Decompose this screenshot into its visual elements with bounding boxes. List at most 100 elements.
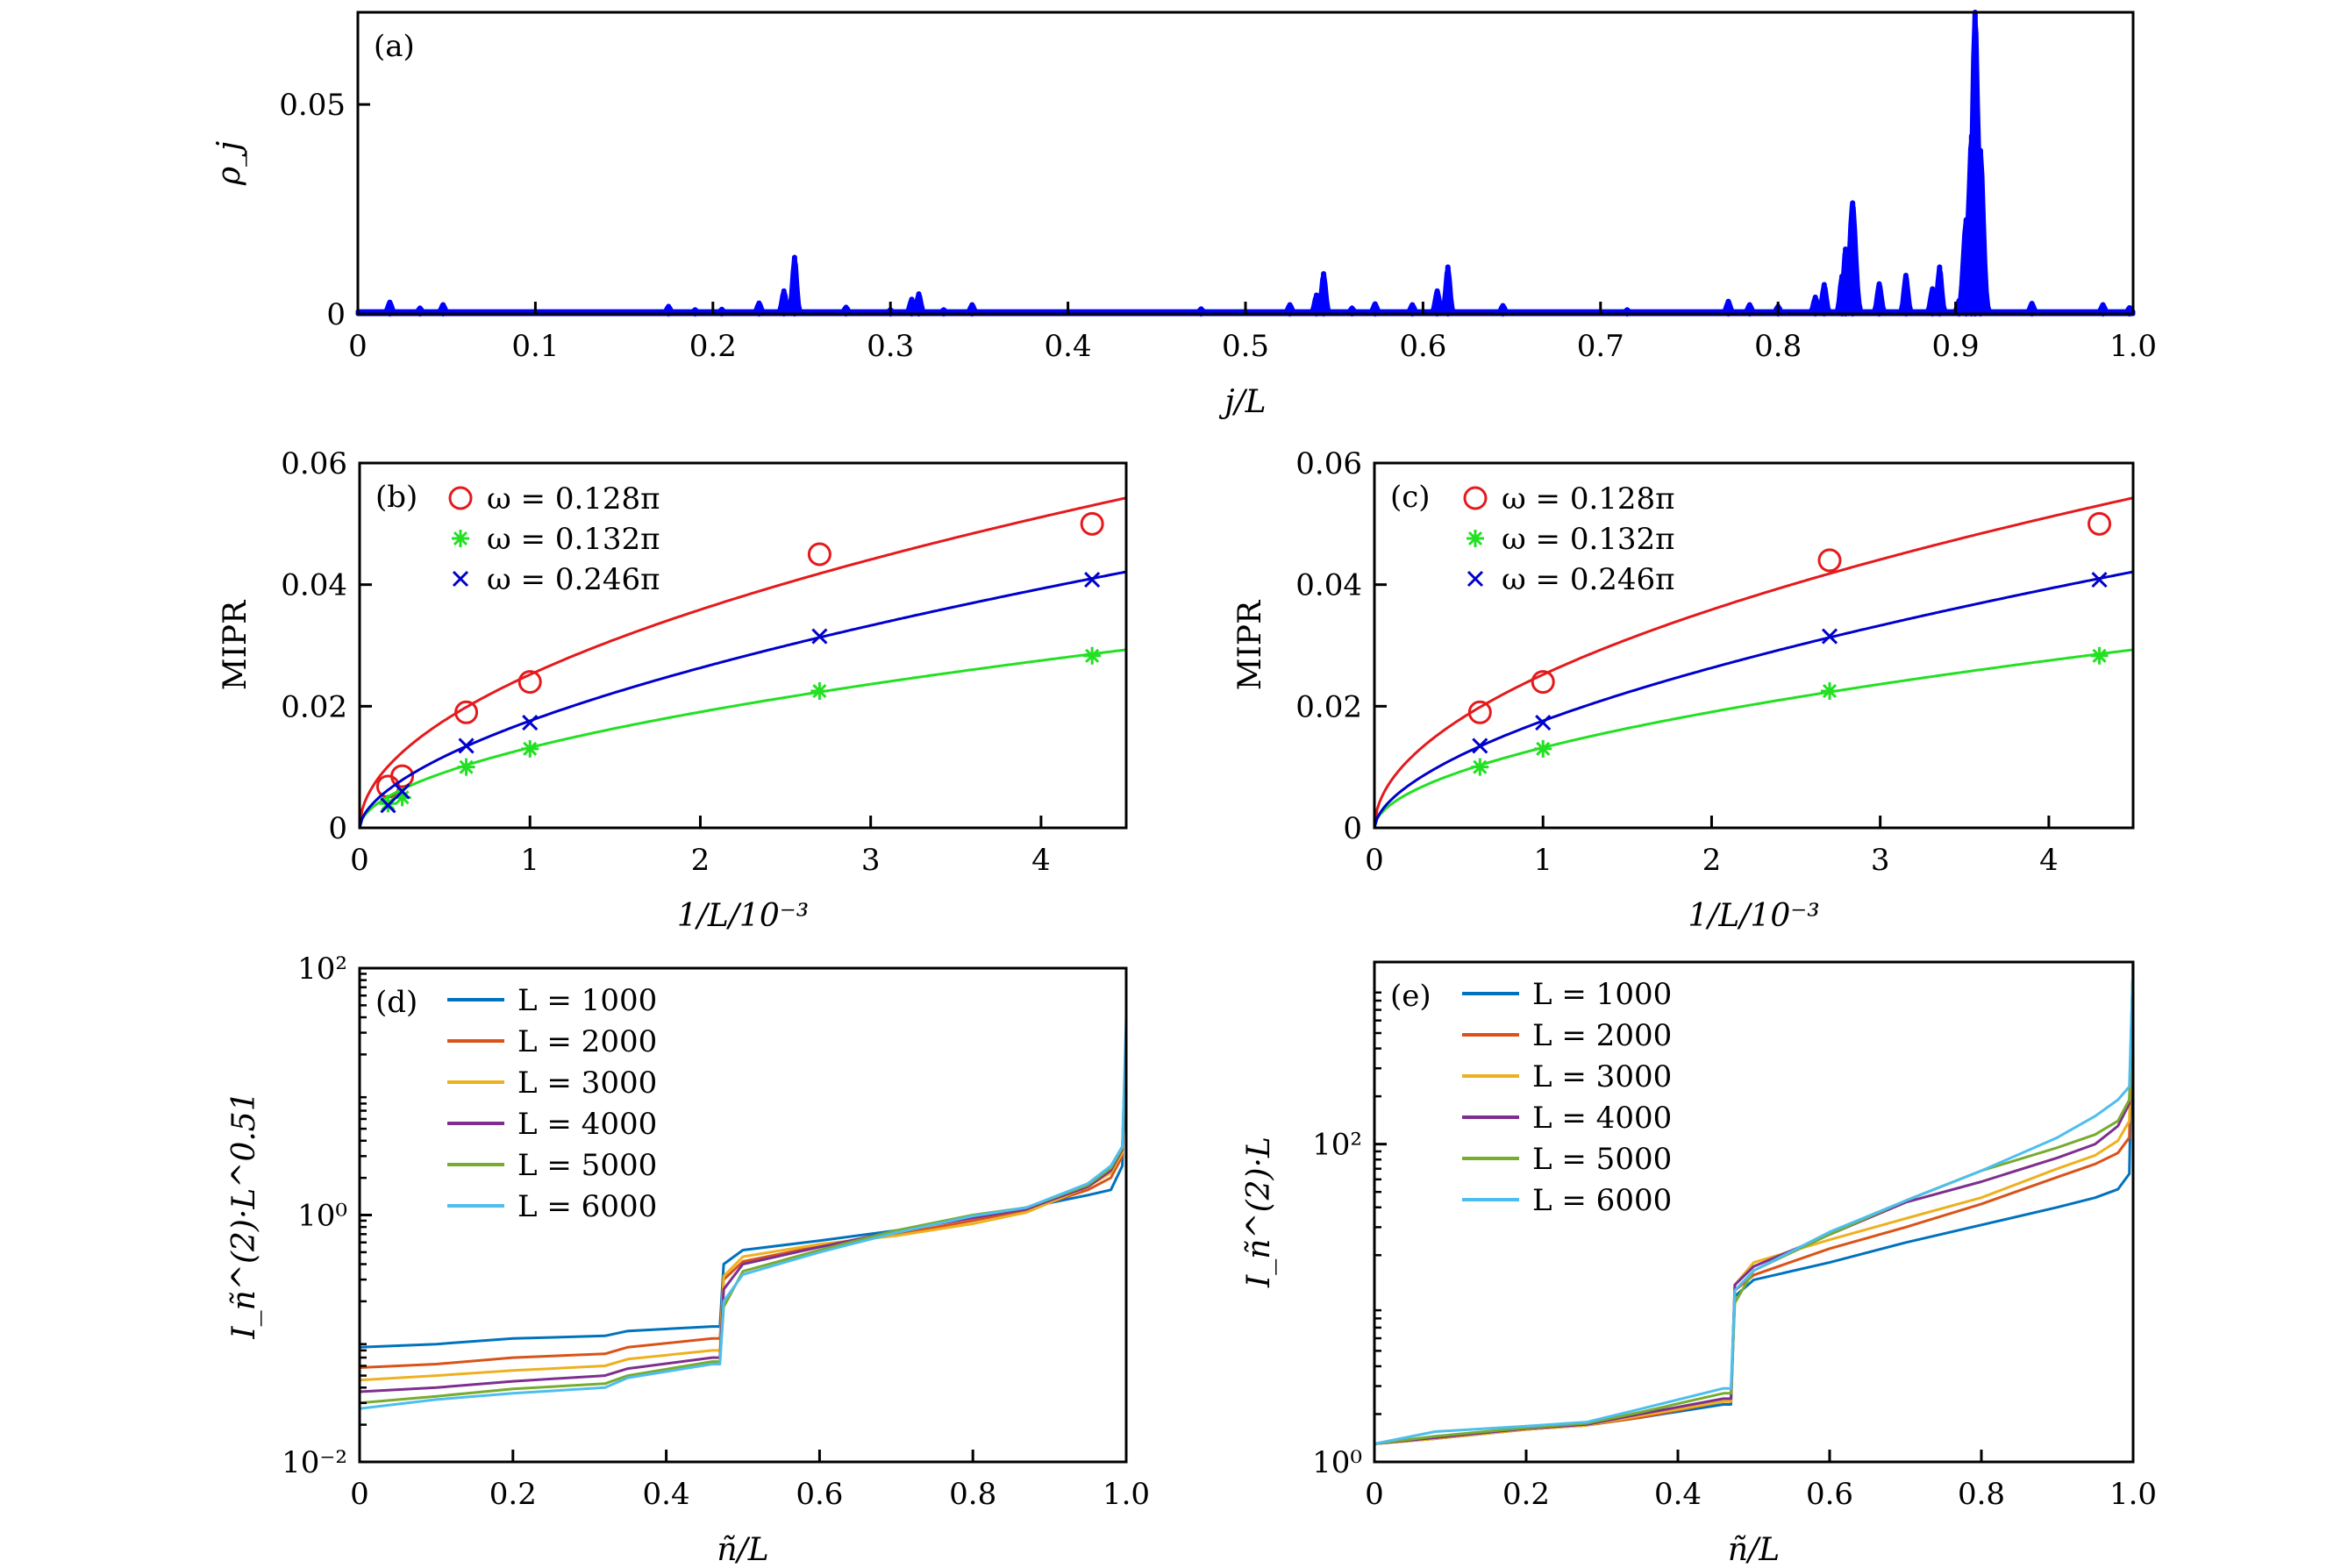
y-tick-label: 0 [328,811,347,846]
panel-a: 0 0.1 0.2 0.3 0.4 0.5 0.6 0.7 0.8 0.9 1.0 0 0.05 j/L ρ… [211,10,2157,420]
legend-label: ω = 0.246π [1502,562,1675,597]
marker-star [810,682,829,700]
legend-label: ω = 0.246π [487,562,660,597]
marker-circle [1531,670,1555,695]
marker-star [1467,530,1484,547]
legend-label: L = 4000 [1532,1101,1672,1136]
x-axis-title: 1/L/10⁻³ [1688,898,1819,934]
plot-frame [358,461,1128,830]
y-tick-label: 10² [297,951,347,987]
legend-label: L = 4000 [517,1107,657,1142]
x-tick-label: 2 [691,843,710,878]
fit-curve [1373,570,2134,829]
panel-d: L = 1000 L = 2000 L = 3000 L = 4000 L = 5000… [226,951,1150,1568]
marker-circle [1080,511,1104,536]
panel-c: ω = 0.128π ω = 0.132π ω = 0.246π 0 1 2 3 4 0 0.02… [1232,446,2135,934]
x-tick-label: 0.1 [511,329,559,364]
legend-label: ω = 0.128π [487,481,660,517]
y-tick-label: 10² [1312,1128,1362,1163]
marker-star [1083,646,1102,665]
x-tick-label: 0.9 [1932,329,1980,364]
x-tick-label: 0.2 [489,1477,537,1512]
x-axis-title: j/L [1218,384,1266,420]
marker-circle [454,700,479,724]
legend-label: L = 2000 [1532,1018,1672,1053]
marker-x [1467,570,1484,588]
x-tick-label: 1 [520,843,539,878]
panel-b: ω = 0.128π ω = 0.132π ω = 0.246π 0 1 2 3 4 0 0.02… [218,446,1128,934]
series-line [359,1016,1128,1410]
marker-circle [1467,700,1492,724]
x-tick-label: 0.7 [1577,329,1624,364]
x-tick-label: 0 [350,843,369,878]
plot-frame [356,11,2135,316]
panel-label: (b) [375,480,418,515]
legend-label: L = 5000 [1532,1142,1672,1177]
marker-circle [517,670,542,695]
series-line [359,1032,1128,1349]
x-tick-label: 1.0 [2109,329,2157,364]
x-tick-label: 0.2 [689,329,737,364]
x-axis-title: ñ/L [717,1532,768,1568]
legend-label: L = 3000 [517,1066,657,1101]
y-tick-label: 0.04 [1295,568,1362,603]
y-axis-title: ρ_j [211,141,247,186]
x-tick-label: 3 [861,843,881,878]
x-tick-label: 0 [350,1477,369,1512]
x-tick-label: 4 [2039,843,2059,878]
x-tick-label: 2 [1702,843,1722,878]
x-tick-label: 0 [1365,843,1384,878]
marker-circle [448,486,473,510]
plot-frame [1373,960,2135,1464]
plot-frame [358,966,1128,1464]
fit-curve [1373,648,2134,829]
marker-x [380,797,396,814]
marker-star [521,739,539,758]
fit-curve [1373,496,2134,829]
legend-label: ω = 0.132π [487,522,660,557]
legend-label: L = 2000 [517,1024,657,1059]
x-tick-label: 0.4 [1654,1477,1702,1512]
legend-label: ω = 0.128π [1502,481,1675,517]
marker-star [457,758,475,776]
y-tick-label: 0.02 [1295,689,1362,724]
panel-e: L = 1000 L = 2000 L = 3000 L = 4000 L = 5000… [1241,960,2157,1568]
legend-label: L = 1000 [517,983,657,1018]
marker-x [458,738,475,754]
marker-circle [1817,548,1842,573]
y-axis-title: MIPR [218,600,253,690]
x-tick-label: 1.0 [2109,1477,2157,1512]
marker-circle [1463,486,1488,510]
marker-star [1471,758,1489,776]
panel-label: (c) [1390,480,1431,515]
x-tick-label: 3 [1871,843,1890,878]
marker-star [1821,682,1838,700]
series-line [359,1032,1128,1369]
x-tick-label: 0.5 [1222,329,1269,364]
y-tick-label: 10⁰ [1312,1445,1362,1480]
marker-star [2090,646,2109,665]
x-axis-title: 1/L/10⁻³ [677,898,809,934]
legend-label: L = 5000 [517,1148,657,1183]
x-tick-label: 0.8 [949,1477,996,1512]
legend-label: L = 3000 [1532,1059,1672,1094]
legend-label: L = 6000 [517,1189,657,1224]
x-tick-label: 0.2 [1502,1477,1550,1512]
x-tick-label: 1.0 [1103,1477,1150,1512]
y-tick-label: 0.05 [279,88,346,123]
fit-curve [358,496,1127,829]
x-tick-label: 0.6 [1806,1477,1853,1512]
series-line [359,1032,1128,1405]
x-tick-label: 0.4 [643,1477,690,1512]
x-tick-label: 0 [1365,1477,1384,1512]
y-tick-label: 0.04 [281,568,347,603]
marker-star [1534,739,1552,758]
y-tick-label: 10⁰ [297,1199,347,1234]
fit-curve [358,648,1127,829]
y-tick-label: 0 [1343,811,1362,846]
marker-x [394,783,410,800]
y-tick-label: 0 [326,297,346,332]
series-line [359,1032,1128,1393]
x-tick-label: 1 [1533,843,1552,878]
x-tick-label: 0.6 [796,1477,843,1512]
